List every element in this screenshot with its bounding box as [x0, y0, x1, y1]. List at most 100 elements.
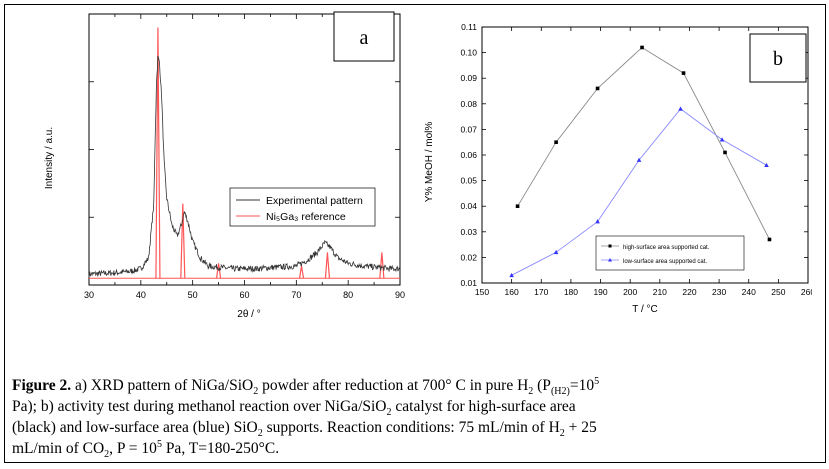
caption-subscript: 2 [559, 428, 565, 440]
xrd-reference-peak [155, 27, 161, 279]
yield-y-tick-label: 0.03 [460, 227, 477, 237]
xrd-reference-peak [324, 252, 331, 279]
caption-line-2: Pa); b) activity test during methanol re… [12, 396, 824, 419]
high-surface-point [767, 237, 772, 242]
xrd-x-tick-label: 80 [343, 290, 353, 300]
yield-legend-marker-high [608, 244, 612, 248]
caption-text: (black) and low-surface area (blue) SiO [12, 419, 258, 436]
caption-subscript: 2 [528, 386, 534, 398]
high-surface-point [681, 71, 686, 75]
low-surface-point [553, 249, 559, 255]
figure-caption: Figure 2. a) XRD pattern of NiGa/SiO2 po… [12, 375, 824, 459]
caption-figure-number: Figure 2. [12, 377, 72, 394]
xrd-legend-reference: Ni₅Ga₃ reference [266, 211, 346, 223]
caption-text: Pa, T=180-250°C. [161, 440, 280, 457]
yield-y-tick-label: 0.04 [460, 201, 477, 211]
yield-y-tick-label: 0.07 [460, 124, 477, 134]
caption-text: powder after reduction at 700° C in pure… [258, 377, 529, 394]
xrd-legend: Experimental pattern Ni₅Ga₃ reference [229, 187, 376, 227]
yield-y-tick-label: 0.10 [460, 48, 477, 58]
high-surface-point [640, 45, 644, 50]
caption-text: catalyst for high-surface area [391, 398, 576, 415]
xrd-reference-peak [180, 203, 186, 279]
high-surface-point [554, 140, 558, 144]
yield-axes [481, 26, 809, 284]
xrd-reference-peak [298, 265, 305, 279]
yield-x-tick-label: 220 [682, 287, 696, 297]
high-surface-point [515, 204, 520, 208]
yield-x-tick-label: 210 [653, 287, 667, 297]
yield-legend-low: low-surface area supported cat. [623, 259, 707, 265]
yield-x-tick-label: 250 [771, 287, 785, 297]
yield-legend-high: high-surface area supported cat. [623, 245, 710, 251]
caption-text: supports. Reaction conditions: 75 mL/min… [262, 419, 560, 436]
caption-superscript: 5 [156, 438, 162, 450]
xrd-x-tick-label: 90 [395, 290, 405, 300]
yield-x-tick-label: 160 [505, 287, 519, 297]
xrd-x-tick-label: 40 [136, 290, 146, 300]
yield-x-tick-label: 200 [623, 287, 637, 297]
yield-y-tick-label: 0.01 [460, 278, 477, 288]
yield-x-tick-label: 150 [475, 287, 489, 297]
caption-text: =10 [569, 377, 595, 394]
yield-y-tick-label: 0.11 [461, 22, 477, 32]
caption-line-3: (black) and low-surface area (blue) SiO2… [12, 417, 824, 440]
low-surface-point [719, 137, 725, 142]
caption-text: Pa); b) activity test during methanol re… [12, 398, 387, 415]
panel-b-label: b [773, 48, 783, 70]
xrd-legend-experimental: Experimental pattern [266, 195, 363, 207]
xrd-tick-labels: 30 40 50 60 70 80 90 [84, 290, 405, 300]
caption-subscript: 2 [253, 386, 259, 398]
panel-b-label-box [749, 33, 807, 83]
caption-subscript: 2 [386, 407, 392, 419]
caption-subscript: 2 [257, 428, 263, 440]
xrd-x-axis-label: 2θ / ° [237, 309, 260, 320]
caption-text: + 25 [564, 419, 597, 436]
caption-line-1: Figure 2. a) XRD pattern of NiGa/SiO2 po… [12, 375, 824, 396]
high-surface-point [723, 150, 727, 155]
yield-x-tick-label: 190 [593, 287, 607, 297]
caption-superscript: 5 [594, 375, 600, 387]
caption-text: , P = 10 [109, 440, 157, 457]
yield-y-axis-label: Y% MeOH / mol% [424, 122, 435, 203]
yield-x-axis-label: T / °C [632, 304, 657, 315]
yield-legend-marker-low [608, 258, 612, 262]
xrd-chart: 30 40 50 60 70 80 90 2θ / ° Intensity / a.u. a… [44, 11, 405, 320]
high-surface-point [595, 86, 600, 91]
caption-subscript: 2 [104, 449, 110, 459]
xrd-experimental-line [88, 55, 401, 278]
xrd-x-tick-label: 50 [188, 290, 198, 300]
yield-tick-labels: 150 160 170 180 190 200 210 220 230 240 250 260 0.01… [460, 22, 812, 297]
figure-frame [4, 4, 826, 463]
yield-x-tick-label: 240 [742, 287, 756, 297]
xrd-x-tick-label: 60 [239, 290, 249, 300]
xrd-x-tick-label: 70 [291, 290, 301, 300]
yield-y-tick-label: 0.06 [460, 150, 477, 160]
yield-y-tick-label: 0.05 [460, 176, 477, 186]
caption-line-1-text: a) XRD pattern of NiGa/SiO2 powder after… [71, 375, 600, 398]
yield-x-tick-label: 260 [801, 287, 812, 297]
low-surface-point [636, 157, 642, 162]
panel-a-label-box [333, 11, 395, 62]
low-surface-point [764, 162, 769, 168]
xrd-y-axis-label: Intensity / a.u. [44, 127, 55, 189]
methanol-yield-chart: 150 160 170 180 190 200 210 220 230 240 250 260 0.01… [424, 22, 812, 315]
xrd-reference-peak [379, 252, 385, 279]
yield-x-tick-label: 170 [534, 287, 548, 297]
yield-y-tick-label: 0.08 [460, 99, 477, 109]
yield-legend: high-surface area supported cat. low-sur… [595, 235, 745, 271]
low-surface-point [678, 106, 683, 111]
yield-legend-box [595, 235, 745, 271]
xrd-data [88, 27, 401, 279]
caption-text: a) XRD pattern of NiGa/SiO [71, 377, 254, 394]
yield-y-tick-label: 0.02 [460, 252, 477, 262]
yield-y-tick-label: 0.09 [460, 73, 477, 83]
caption-text: (P [533, 377, 551, 394]
caption-subscript: (H2) [550, 386, 570, 398]
xrd-legend-box [229, 187, 376, 227]
low-surface-point [509, 272, 514, 278]
yield-data [509, 45, 772, 278]
yield-x-tick-label: 230 [712, 287, 726, 297]
caption-text: mL/min of CO [12, 440, 105, 457]
caption-line-4: mL/min of CO2, P = 105 Pa, T=180-250°C. [12, 438, 824, 459]
